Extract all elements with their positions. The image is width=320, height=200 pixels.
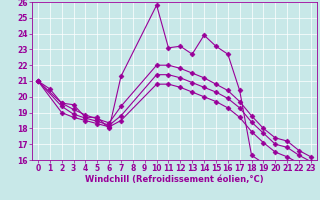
X-axis label: Windchill (Refroidissement éolien,°C): Windchill (Refroidissement éolien,°C)	[85, 175, 264, 184]
